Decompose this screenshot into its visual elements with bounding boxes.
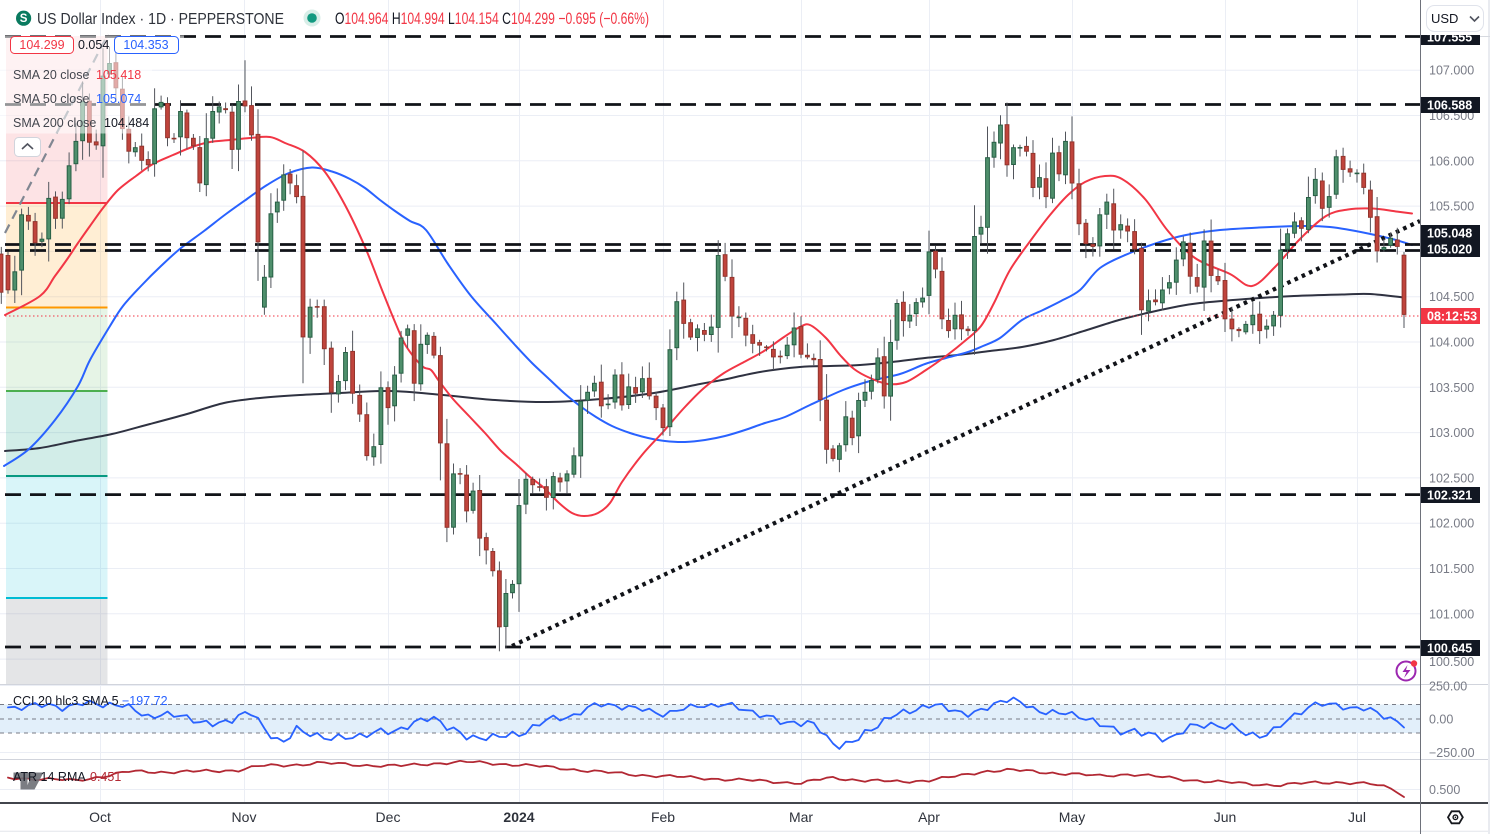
svg-text:O104.964 H104.994 L104.154 C10: O104.964 H104.994 L104.154 C104.299 −0.6… — [335, 10, 649, 28]
svg-text:USD: USD — [1431, 11, 1458, 26]
svg-text:107.000: 107.000 — [1429, 64, 1474, 78]
svg-text:Mar: Mar — [789, 809, 813, 825]
svg-text:Jul: Jul — [1348, 809, 1366, 825]
svg-text:104.299: 104.299 — [19, 38, 64, 52]
svg-text:08:12:53: 08:12:53 — [1427, 310, 1477, 324]
svg-text:100.645: 100.645 — [1427, 642, 1472, 656]
svg-text:0.00: 0.00 — [1429, 713, 1453, 727]
svg-text:105.074: 105.074 — [96, 92, 141, 106]
svg-text:250.00: 250.00 — [1429, 680, 1467, 694]
svg-text:Dec: Dec — [376, 809, 401, 825]
svg-text:105.418: 105.418 — [96, 68, 141, 82]
svg-text:S: S — [20, 13, 28, 25]
svg-text:SMA 20 close: SMA 20 close — [13, 68, 89, 82]
svg-text:100.500: 100.500 — [1429, 655, 1474, 669]
svg-text:0.500: 0.500 — [1429, 783, 1460, 797]
svg-text:105.048: 105.048 — [1427, 227, 1472, 241]
svg-text:−197.72: −197.72 — [122, 694, 168, 708]
svg-text:−250.00: −250.00 — [1429, 746, 1475, 760]
svg-text:ATR 14 RMA: ATR 14 RMA — [13, 770, 86, 784]
svg-text:0.451: 0.451 — [90, 770, 121, 784]
svg-text:104.000: 104.000 — [1429, 336, 1474, 350]
svg-text:104.500: 104.500 — [1429, 290, 1474, 304]
svg-text:Oct: Oct — [89, 809, 111, 825]
svg-text:103.000: 103.000 — [1429, 426, 1474, 440]
svg-text:101.500: 101.500 — [1429, 562, 1474, 576]
svg-text:102.000: 102.000 — [1429, 517, 1474, 531]
svg-text:US Dollar Index · 1D · PEPPERS: US Dollar Index · 1D · PEPPERSTONE — [37, 11, 284, 28]
svg-text:0.054: 0.054 — [78, 38, 109, 52]
svg-text:Feb: Feb — [651, 809, 675, 825]
svg-text:May: May — [1059, 809, 1085, 825]
svg-text:107.555: 107.555 — [1427, 31, 1472, 45]
svg-text:CCI 20 hlc3 SMA 5: CCI 20 hlc3 SMA 5 — [13, 694, 119, 708]
svg-text:Nov: Nov — [232, 809, 257, 825]
svg-text:2024: 2024 — [503, 809, 534, 825]
svg-text:105.500: 105.500 — [1429, 200, 1474, 214]
svg-text:Apr: Apr — [918, 809, 940, 825]
svg-text:104.353: 104.353 — [123, 38, 168, 52]
svg-text:104.484: 104.484 — [104, 116, 149, 130]
svg-text:101.000: 101.000 — [1429, 607, 1474, 621]
svg-text:102.321: 102.321 — [1427, 489, 1472, 503]
svg-text:SMA 50 close: SMA 50 close — [13, 92, 89, 106]
svg-text:Jun: Jun — [1214, 809, 1237, 825]
svg-text:106.000: 106.000 — [1429, 154, 1474, 168]
svg-text:103.500: 103.500 — [1429, 381, 1474, 395]
svg-text:106.588: 106.588 — [1427, 99, 1472, 113]
svg-text:102.500: 102.500 — [1429, 471, 1474, 485]
svg-text:105.020: 105.020 — [1427, 243, 1472, 257]
svg-text:SMA 200 close: SMA 200 close — [13, 116, 96, 130]
